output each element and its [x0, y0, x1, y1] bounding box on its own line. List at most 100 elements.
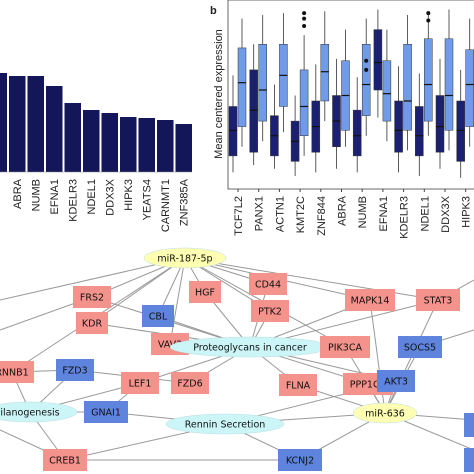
box: [394, 100, 403, 153]
bar: [157, 120, 174, 172]
box: [361, 44, 371, 116]
bar: [9, 76, 26, 172]
node-shape: [171, 372, 209, 394]
node-shape: [143, 247, 227, 269]
bar: [83, 110, 100, 172]
node-shape: [73, 286, 111, 308]
outlier: [302, 23, 307, 28]
x-tick-label: ABRA: [12, 178, 24, 209]
edge: [0, 257, 186, 301]
node-shape: [251, 300, 289, 322]
node-shape: [121, 372, 159, 394]
node-shape: [0, 401, 78, 423]
node-label: MAPK14: [351, 296, 390, 307]
node-label: STAT3: [424, 296, 453, 307]
node-label: KDR: [82, 319, 103, 330]
x-tick-label: HIPK3: [461, 196, 473, 228]
x-tick-label: EFNA1: [378, 196, 390, 231]
x-tick-label: NDEL1: [86, 179, 98, 214]
box: [435, 95, 445, 153]
network: miR-187-5p HGF CD44 FRS2 CBL PTK2 MAPK14 STAT3 K…: [0, 247, 460, 471]
node-shape: [278, 449, 322, 471]
x-tick-label: YEATS4: [142, 179, 154, 220]
y-axis-label: Mean centered expression: [213, 29, 225, 159]
x-tick-label: NUMB: [31, 179, 43, 211]
cropped-node: [464, 413, 474, 437]
box: [299, 69, 309, 137]
outlier: [364, 58, 369, 63]
x-tick-label: KDELR3: [399, 196, 411, 239]
x-tick-label: ABRA: [337, 195, 349, 226]
panel-label: b: [210, 5, 217, 17]
edge: [169, 257, 186, 345]
box: [249, 69, 258, 153]
node-shape: [377, 370, 415, 392]
node-shape: [165, 413, 285, 435]
bar: [27, 76, 44, 172]
bar: [120, 117, 137, 172]
x-tick-label: KMT2C: [295, 196, 307, 233]
bar: [46, 86, 63, 172]
node-label: CREB1: [49, 456, 81, 467]
x-tick-label: ZNF385A: [179, 178, 191, 226]
box: [456, 100, 465, 162]
node-label: RNNB1: [0, 368, 29, 379]
node-shape: [84, 401, 128, 423]
node-label: VAV3: [158, 340, 182, 351]
edge: [184, 257, 439, 301]
x-tick-label: HIPK3: [123, 179, 135, 211]
node-label: FZD3: [62, 366, 87, 377]
outlier: [426, 18, 431, 23]
node-label: miR-636: [365, 409, 405, 420]
node-label: Proteoglycans in cancer: [193, 343, 307, 354]
box: [403, 44, 412, 131]
node-label: ilanogenesis: [0, 408, 59, 419]
node-shape: [279, 374, 317, 396]
node-shape: [345, 289, 395, 311]
outlier: [364, 67, 369, 72]
box: [424, 38, 433, 122]
node-label: LEF1: [129, 379, 152, 390]
node-shape: [249, 273, 287, 295]
node-shape: [76, 312, 108, 334]
box: [382, 60, 392, 122]
box: [228, 106, 238, 157]
node-label: FRS2: [80, 293, 104, 304]
node-shape: [398, 336, 442, 358]
node-label: PIK3CA: [328, 343, 362, 354]
box: [258, 44, 267, 122]
node-label: AKT3: [384, 377, 408, 388]
node-label: miR-187-5p: [157, 254, 212, 265]
node-shape: [189, 281, 221, 303]
box: [465, 49, 474, 127]
box: [373, 29, 383, 91]
outlier: [426, 11, 431, 16]
node-label: KCNJ2: [286, 456, 314, 467]
node-label: CBL: [149, 312, 168, 323]
x-tick-label: DDX3X: [105, 178, 117, 215]
bar: [0, 73, 7, 172]
node-label: PPP1CC: [350, 380, 387, 391]
plot-frame: [227, 0, 474, 190]
outlier: [302, 11, 307, 16]
x-tick-label: TCF7L2: [233, 196, 245, 236]
node-shape: [0, 361, 34, 383]
node-shape: [43, 449, 87, 471]
x-tick-label: EFNA1: [49, 179, 61, 214]
x-tick-label: PANX1: [254, 196, 266, 231]
node-shape: [56, 359, 94, 381]
node-shape: [352, 402, 418, 424]
box: [237, 47, 247, 127]
x-tick-label: KDELR3: [68, 179, 80, 222]
x-tick-label: ACTN1: [274, 196, 286, 232]
x-tick-label: CARNMT1: [160, 179, 172, 232]
node-label: FLNA: [286, 381, 311, 392]
node-shape: [416, 289, 460, 311]
node-label: HGF: [195, 288, 215, 299]
node-shape: [142, 305, 174, 327]
bar: [64, 103, 81, 172]
bar: [101, 113, 118, 172]
node-label: SOCS5: [404, 343, 436, 354]
